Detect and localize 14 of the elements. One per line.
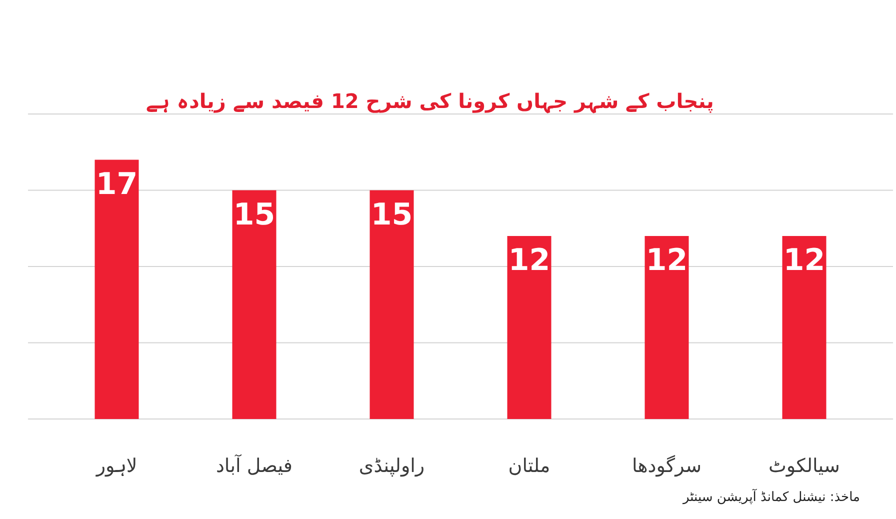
data-label: 15 bbox=[233, 197, 276, 232]
x-tick-label: سیالکوٹ bbox=[768, 455, 840, 477]
text: ماخذ: نیشنل کمانڈ آپریشن سینٹر bbox=[682, 488, 860, 505]
data-label: 17 bbox=[96, 166, 138, 202]
chart-title: پنجاب کے شہر جہاں کرونا کی شرح 12 فیصد سے زیادہ ہے bbox=[146, 89, 714, 114]
data-label: 12 bbox=[646, 243, 688, 278]
data-label: 12 bbox=[508, 243, 550, 278]
x-tick-label: ملتان bbox=[508, 455, 550, 477]
data-label: 12 bbox=[783, 243, 826, 278]
x-tick-label: لاہور bbox=[95, 455, 138, 477]
data-label: 15 bbox=[370, 197, 413, 232]
x-tick-label: سرگودھا bbox=[632, 454, 702, 477]
x-tick-label: راولپنڈی bbox=[358, 455, 425, 477]
x-tick-label: فیصل آباد bbox=[216, 454, 293, 477]
